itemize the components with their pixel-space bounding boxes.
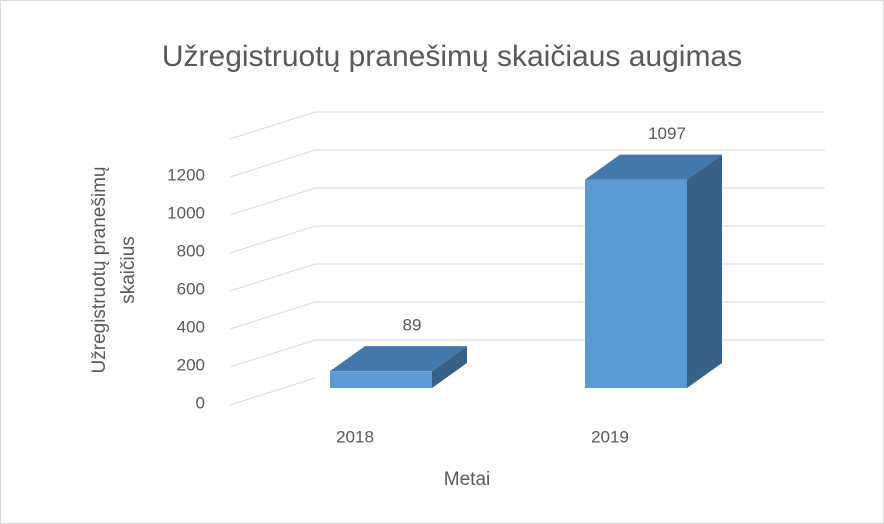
y-axis-title: Užregistruotų pranešimų <box>89 167 110 374</box>
bar-top <box>585 154 722 180</box>
y-tick-label: 0 <box>196 393 205 412</box>
y-tick-label: 1000 <box>167 203 205 222</box>
floor-line <box>229 377 316 406</box>
x-tick-label: 2018 <box>336 427 374 446</box>
bar-side <box>687 154 722 388</box>
bar-front <box>585 179 687 388</box>
data-label: 89 <box>403 316 422 335</box>
y-tick-label: 600 <box>177 279 205 298</box>
bar <box>585 154 722 388</box>
chart-title: Užregistruotų pranešimų skaičiaus augima… <box>162 40 742 73</box>
y-tick-label: 200 <box>177 355 205 374</box>
bar-top <box>330 346 467 372</box>
bar <box>330 346 467 388</box>
y-tick-label: 1200 <box>167 165 205 184</box>
y-axis-title: skaičius <box>118 236 139 304</box>
x-tick-label: 2019 <box>591 427 629 446</box>
grid-line <box>229 111 825 140</box>
bar-side <box>432 346 467 388</box>
y-tick-label: 800 <box>177 241 205 260</box>
y-tick-label: 400 <box>177 317 205 336</box>
data-label: 1097 <box>648 124 686 143</box>
x-axis-title: Metai <box>444 469 490 490</box>
bar-front <box>330 371 432 388</box>
grid-line <box>229 149 825 178</box>
